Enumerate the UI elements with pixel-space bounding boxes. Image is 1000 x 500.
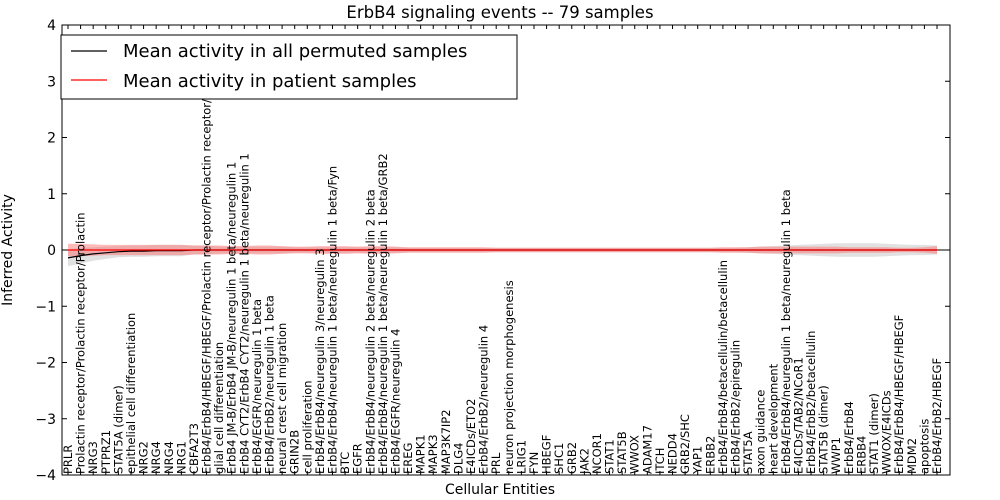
x-tick-label: STAT5B (dimer) [817, 385, 831, 474]
y-axis: 4 3 2 1 0 −1 −2 −3 −4 [35, 18, 950, 484]
confidence-band-permuted [68, 243, 937, 267]
x-tick-label: ErbB4/ErbB4/neuregulin 3/neuregulin 3 [313, 248, 327, 474]
x-tick-label: SHC1 [552, 443, 566, 474]
legend-label-patient: Mean activity in patient samples [123, 71, 417, 92]
x-tick-label: DLG4 [451, 443, 465, 475]
x-tick-label: ErbB4/ErbB4 [842, 401, 856, 474]
x-tick-label: BTC [338, 452, 352, 474]
x-tick-label: NRG4 [162, 441, 176, 474]
x-tick-label: STAT5B [615, 431, 629, 474]
x-tick-label: ErbB4/ErbB2/betacellulin [804, 331, 818, 474]
x-tick-label: STAT1 (dimer) [867, 393, 881, 474]
x-tick-label: PRL [489, 452, 503, 474]
x-tick-label: ErbB4 JM-B/ErbB4 JM-B/neuregulin 1 beta/… [225, 162, 239, 474]
x-axis-title: Cellular Entities [445, 482, 555, 498]
x-tick-label: WWOX [628, 435, 642, 474]
x-tick-label: LRIG1 [514, 440, 528, 474]
y-tick-label: −4 [35, 468, 56, 484]
y-tick-label: 2 [47, 131, 56, 147]
x-tick-label: MAPK1 [414, 434, 428, 474]
x-tick-label: EGFR [351, 443, 365, 474]
x-tick-label: MDM2 [905, 438, 919, 474]
x-tick-label: ErbB4/ErbB4/betacellulin/betacellulin [716, 260, 730, 474]
x-tick-label: neuron projection morphogenesis [502, 280, 516, 474]
x-tick-label: Prolactin receptor/Prolactin receptor/Pr… [74, 212, 88, 474]
chart-title: ErbB4 signaling events -- 79 samples [346, 3, 653, 22]
x-tick-label: ErbB4/ErbB2/neuregulin 4 [477, 325, 491, 474]
x-tick-label: ErbB4/ErbB4/neuregulin 1 beta/neuregulin… [326, 166, 340, 474]
series-lines [67, 249, 937, 259]
x-tick-label: ErbB4/ErbB4/HBEGF/HBEGF [892, 315, 906, 474]
y-axis-title: Inferred Activity [0, 194, 16, 306]
x-tick-label: EREG [401, 443, 415, 474]
x-tick-label: NRG4 [149, 441, 163, 474]
x-tick-label: GRB2/SHC [678, 414, 692, 474]
x-tick-label: STAT1 [603, 439, 617, 474]
x-tick-label: epithelial cell differentiation [124, 313, 138, 474]
x-tick-label: HBEGF [540, 435, 554, 474]
y-tick-label: −2 [35, 356, 56, 372]
legend-frame [60, 34, 518, 100]
x-tick-label: E4ICDs/TAB2/NCoR1 [792, 357, 806, 474]
x-tick-label: ErbB4/EGFR/neuregulin 4 [388, 329, 402, 474]
x-tick-label: PTPRZ1 [99, 430, 113, 474]
x-tick-label: ErbB4/ErbB4/neuregulin 2 beta/neuregulin… [363, 189, 377, 474]
x-tick-label: WWP1 [829, 437, 843, 474]
y-tick-label: 0 [47, 243, 56, 259]
x-tick-label: ErbB4/ErbB2/HBEGF [930, 358, 944, 474]
x-tick-label: WWOX/E4ICDs [880, 390, 894, 474]
x-tick-label: MAPK3 [426, 434, 440, 474]
x-tick-label: ErbB4/ErbB4/neuregulin 1 beta/neuregulin… [779, 189, 793, 474]
y-tick-label: −1 [35, 299, 56, 315]
x-tick-label: GRIN2B [288, 430, 302, 474]
x-tick-label: ErbB4 CYT2/ErbB4 CYT2/neuregulin 1 beta/… [237, 153, 251, 474]
x-tick-label: ITCH [653, 448, 667, 474]
x-tick-label: ERBB4 [854, 436, 868, 474]
x-tick-label: ErbB4/ErbB2/neuregulin 1 beta [263, 295, 277, 474]
x-tick-label: ErbB4/ErbB2/epiregulin [729, 340, 743, 474]
x-tick-label: neural crest cell migration [275, 323, 289, 474]
x-tick-label: heart development [766, 363, 780, 474]
x-tick-label: NEDD4 [666, 433, 680, 474]
x-tick-label: ADAM17 [640, 425, 654, 474]
x-tick-label: glial cell differentiation [212, 342, 226, 474]
y-tick-label: −3 [35, 412, 56, 428]
x-tick-label: NRG3 [86, 441, 100, 474]
x-tick-label: ErbB4/ErbB4/HBEGF/HBEGF/Prolactin recept… [200, 49, 214, 474]
x-tick-label: cell proliferation [300, 380, 314, 474]
y-tick-label: 4 [47, 18, 56, 34]
x-tick-label: YAP1 [691, 446, 705, 475]
x-tick-label: NRG1 [174, 441, 188, 474]
x-axis-ticks [67, 25, 938, 475]
x-tick-label: MAP3K7IP2 [439, 409, 453, 474]
y-tick-label: 1 [47, 187, 56, 203]
x-tick-label: ErbB4/ErbB4/neuregulin 1 beta/neuregulin… [376, 153, 390, 474]
x-tick-label: NCOR1 [590, 433, 604, 474]
y-tick-label: 3 [47, 74, 56, 90]
x-tick-label: STAT5A [741, 431, 755, 474]
x-tick-label: ErbB4/EGFR/neuregulin 1 beta [250, 299, 264, 474]
x-tick-label: STAT5A (dimer) [111, 385, 125, 474]
x-tick-label: apoptosis [917, 419, 931, 474]
legend: Mean activity in all permuted samples Me… [60, 34, 518, 100]
x-tick-label: ERBB2 [703, 436, 717, 474]
x-tick-label: FYN [527, 452, 541, 474]
x-tick-label: GRB2 [565, 442, 579, 474]
x-tick-label: NRG2 [137, 441, 151, 474]
legend-label-permuted: Mean activity in all permuted samples [123, 41, 467, 62]
x-tick-label: CBFA2T3 [187, 423, 201, 474]
x-tick-label: axon guidance [754, 390, 768, 474]
x-tick-label: PRLR [61, 445, 75, 474]
plot-frame [61, 24, 951, 476]
x-tick-label: E4ICDs/ETO2 [464, 399, 478, 474]
x-tick-label: JAK2 [577, 448, 591, 475]
